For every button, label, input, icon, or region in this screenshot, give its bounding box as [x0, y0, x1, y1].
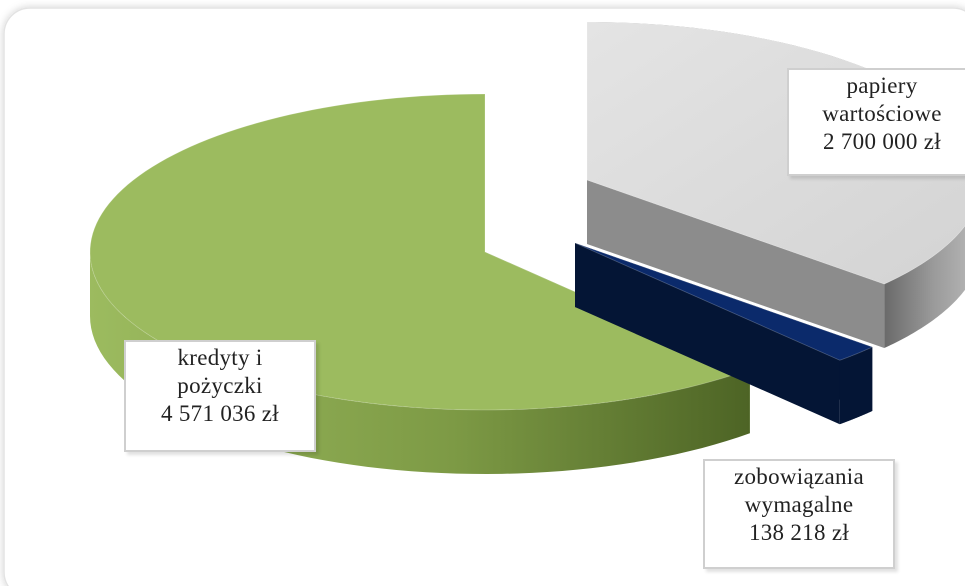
data-label-kredyty-i-pozyczki: kredyty i pożyczki 4 571 036 zł	[124, 340, 316, 452]
data-label-category-line: wartościowe	[822, 101, 942, 126]
data-label-category-line: papiery	[846, 73, 918, 98]
data-label-zobowiazania-wymagalne: zobowiązania wymagalne 138 218 zł	[703, 459, 895, 569]
data-label-papiery-wartosciowe: papiery wartościowe 2 700 000 zł	[787, 68, 965, 176]
data-label-value: 4 571 036 zł	[161, 401, 279, 426]
data-label-category-line: pożyczki	[177, 373, 263, 398]
data-label-category-line: wymagalne	[744, 492, 854, 517]
data-label-value: 2 700 000 zł	[823, 129, 941, 154]
data-label-value: 138 218 zł	[748, 520, 850, 545]
data-label-category-line: zobowiązania	[733, 464, 865, 489]
pie-slice-zobowiazania-wymagalne	[574, 242, 874, 425]
data-label-category-line: kredyty i	[177, 345, 263, 370]
